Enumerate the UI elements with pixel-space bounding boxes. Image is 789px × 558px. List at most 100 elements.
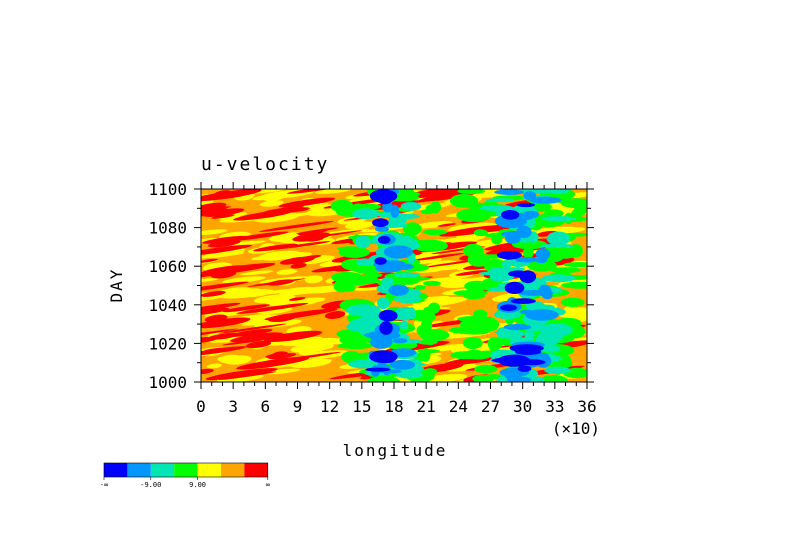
heatmap-cell-teal <box>380 277 395 287</box>
x-axis-label: longitude <box>343 441 448 460</box>
heatmap-cell-red <box>201 208 228 217</box>
heatmap-cell-yellow <box>562 305 578 314</box>
heatmap-cell-teal <box>400 201 422 211</box>
colorbar-label: ∞ <box>266 481 270 489</box>
heatmap-cell-red <box>201 265 248 275</box>
heatmap-cell-lightblue <box>382 201 394 213</box>
heatmap-cell-teal <box>485 198 515 203</box>
heatmap-field <box>201 189 587 382</box>
heatmap-cell-red <box>218 323 287 334</box>
heatmap-cell-red <box>222 304 271 313</box>
heatmap-cell-yellow <box>222 276 266 284</box>
heatmap-cell-teal <box>529 376 545 382</box>
heatmap-cell-red <box>258 220 334 232</box>
heatmap-cell-green <box>563 262 587 268</box>
heatmap-cell-green <box>416 311 437 323</box>
heatmap-cell-red <box>227 231 289 242</box>
heatmap-cell-yellow <box>276 268 298 275</box>
heatmap-cell-teal <box>377 297 390 310</box>
heatmap-cell-green <box>422 229 447 236</box>
heatmap-cell-red <box>408 189 473 198</box>
heatmap-cell-red <box>410 252 466 262</box>
heatmap-cell-green <box>367 376 400 382</box>
heatmap-cell-teal <box>399 320 409 330</box>
heatmap-cell-lightblue <box>375 226 389 232</box>
colorbar-label: 9.00 <box>189 481 206 489</box>
heatmap-cell-red <box>420 191 478 202</box>
heatmap-cell-red <box>211 214 235 219</box>
heatmap-cell-green <box>457 189 486 194</box>
heatmap-cell-blue <box>379 321 393 335</box>
heatmap-cell-green <box>423 306 433 313</box>
heatmap-cell-red <box>230 328 273 337</box>
heatmap-cell-teal <box>494 310 521 320</box>
heatmap-cell-red <box>240 207 309 218</box>
heatmap-cell-blue <box>510 298 536 304</box>
x-tick-label: 30 <box>513 397 532 416</box>
x-tick-label: 21 <box>417 397 436 416</box>
heatmap-cell-blue <box>377 235 391 244</box>
heatmap-cell-red <box>218 371 277 380</box>
heatmap-cell-teal <box>394 306 416 321</box>
heatmap-cell-yellow <box>201 251 245 259</box>
heatmap-cell-green <box>460 319 484 333</box>
heatmap-cell-red <box>292 232 331 242</box>
y-axis-label: DAY <box>107 268 126 303</box>
heatmap-cell-teal <box>488 286 508 292</box>
heatmap-cell-teal <box>537 304 555 310</box>
heatmap-cell-blue <box>509 344 544 353</box>
heatmap-cell-teal <box>352 208 380 220</box>
axis-ticks <box>194 182 594 389</box>
heatmap-cell-green <box>474 364 498 374</box>
x-tick-label: 0 <box>196 397 206 416</box>
heatmap-cell-teal <box>539 243 574 248</box>
x-tick-label: 27 <box>481 397 500 416</box>
heatmap-cell-lightblue <box>383 245 413 259</box>
heatmap-cell-yellow <box>240 270 274 276</box>
heatmap-cell-yellow <box>219 287 251 294</box>
heatmap-cell-red <box>288 297 306 301</box>
heatmap-cell-teal <box>395 370 423 379</box>
heatmap-cell-green <box>561 281 587 289</box>
heatmap-cell-red <box>241 337 266 342</box>
heatmap-cell-green <box>459 329 490 335</box>
x-tick-labels: 0 3 6 9 12 15 18 21 24 27 30 33 36 <box>196 397 596 416</box>
heatmap-cell-blue <box>372 218 389 228</box>
heatmap-cell-red <box>278 197 336 208</box>
heatmap-cell-yellow <box>413 221 453 229</box>
heatmap-cell-lightblue <box>523 191 537 201</box>
heatmap-cell-red <box>437 223 456 227</box>
heatmap-cell-teal <box>393 272 421 278</box>
heatmap-cell-green <box>473 229 488 237</box>
colorbar-label: -∞ <box>100 481 108 489</box>
heatmap-cell-yellow <box>299 348 316 356</box>
heatmap-cell-red <box>245 340 272 349</box>
heatmap-cell-red <box>201 206 232 212</box>
y-tick-labels: 1000 1020 1040 1060 1080 1100 <box>148 180 187 392</box>
colorbar-label: -9.00 <box>140 481 161 489</box>
heatmap-cell-lightblue <box>504 367 523 381</box>
heatmap-cell-green <box>561 297 585 307</box>
heatmap-cell-yellow <box>201 278 219 283</box>
heatmap-cell-green <box>523 246 534 259</box>
heatmap-cell-yellow <box>263 368 301 375</box>
heatmap-cell-red <box>324 311 346 319</box>
heatmap-cell-green <box>462 292 485 300</box>
heatmap-cell-teal <box>345 304 381 317</box>
heatmap-cell-green <box>422 280 441 286</box>
x-tick-label: 9 <box>293 397 303 416</box>
x-tick-label: 18 <box>384 397 403 416</box>
heatmap-cell-red <box>253 243 298 252</box>
heatmap-cell-red <box>201 235 248 244</box>
heatmap-cell-red <box>201 328 238 339</box>
heatmap-cell-red <box>247 278 306 287</box>
heatmap-cell-lightblue <box>377 361 387 369</box>
heatmap-cell-green <box>420 319 433 332</box>
heatmap-cell-blue <box>369 189 398 203</box>
heatmap-cell-green <box>338 246 370 258</box>
heatmap-cell-green <box>357 203 381 210</box>
colorbar-swatch <box>150 463 175 477</box>
heatmap-cell-blue <box>500 304 517 312</box>
heatmap-cell-red <box>267 353 297 360</box>
heatmap-cell-lightblue <box>390 204 400 218</box>
